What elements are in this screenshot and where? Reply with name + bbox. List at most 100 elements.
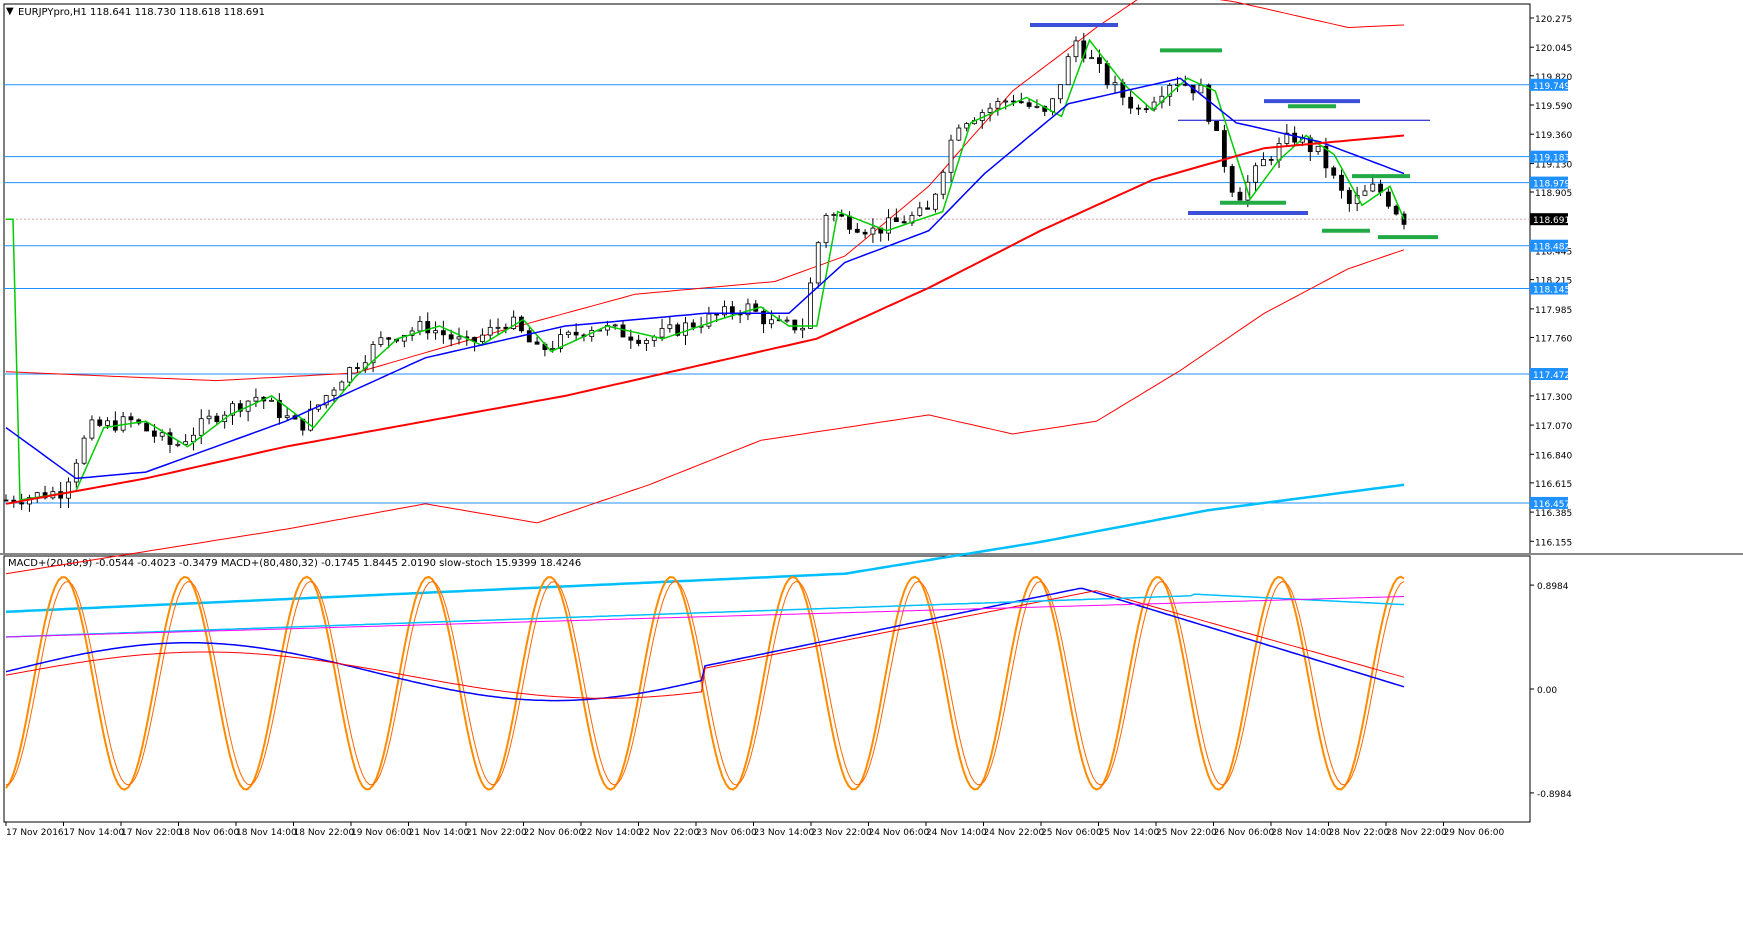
candlesticks: [3, 32, 1407, 512]
price-tick-label: 118.445: [1535, 247, 1572, 257]
bull-candle: [917, 207, 923, 216]
bear-candle: [893, 217, 899, 223]
bull-candle: [89, 419, 95, 439]
bear-candle: [714, 313, 720, 316]
bull-candle: [964, 123, 970, 129]
bull-candle: [558, 334, 563, 349]
level-price-label: 118.482: [1533, 243, 1570, 253]
level-price-label: 118.145: [1533, 286, 1570, 296]
time-tick-label: 25 Nov 06:00: [1041, 828, 1102, 838]
bear-candle: [839, 214, 845, 217]
current-price-label: 118.691: [1533, 216, 1570, 226]
bull-candle: [73, 462, 79, 483]
macd-fast-line: [5, 587, 1405, 702]
bull-candle: [768, 319, 774, 325]
bull-candle: [886, 217, 891, 234]
price-tick-label: 117.760: [1535, 334, 1572, 344]
bull-candle: [1089, 57, 1094, 60]
bull-candle: [1112, 82, 1118, 86]
bear-candle: [167, 432, 173, 445]
dropdown-arrow-icon[interactable]: ▼: [6, 6, 14, 17]
level-price-label: 116.457: [1533, 500, 1570, 510]
bull-candle: [948, 139, 954, 173]
bear-candle: [1221, 130, 1227, 167]
bear-candle: [425, 321, 431, 334]
bull-candle: [1003, 100, 1009, 103]
envelope-bands: [5, 0, 1405, 575]
bear-candle: [1331, 167, 1337, 176]
level-price-tag: [1530, 239, 1568, 252]
bull-candle: [1198, 84, 1204, 94]
bull-candle: [831, 214, 837, 216]
bull-candle: [644, 340, 649, 344]
bull-candle: [722, 306, 727, 316]
time-tick-label: 18 Nov 22:00: [294, 828, 355, 838]
bear-candle: [925, 207, 930, 210]
bull-candle: [1253, 165, 1259, 183]
bear-candle: [1323, 145, 1329, 169]
bear-candle: [620, 324, 626, 338]
bull-candle: [1065, 56, 1071, 86]
bear-candle: [97, 419, 103, 426]
main-panel-border: [3, 3, 1531, 555]
bear-candle: [1393, 205, 1399, 215]
time-tick-label: 24 Nov 06:00: [869, 828, 930, 838]
bear-candle: [761, 310, 766, 325]
time-tick-label: 18 Nov 14:00: [236, 828, 297, 838]
level-price-tag: [1530, 78, 1568, 91]
long-ma-line: [5, 483, 1405, 614]
price-axis: 120.275 120.045 119.820 119.590 119.360 119.1…: [1530, 15, 1572, 548]
price-tick-label: 119.130: [1535, 160, 1572, 170]
bull-candle: [815, 242, 821, 284]
price-tick-label: 119.820: [1535, 73, 1572, 83]
bear-candle: [690, 322, 696, 328]
bull-candle: [995, 101, 1001, 109]
price-tick-label: 118.905: [1535, 189, 1572, 199]
bear-candle: [847, 215, 852, 230]
bear-candle: [526, 330, 532, 343]
bull-candle: [1362, 190, 1368, 196]
indicator-tick-label: -0.8984: [1537, 790, 1572, 800]
bull-candle: [269, 399, 274, 402]
bear-candle: [1143, 108, 1149, 111]
bear-candle: [1018, 101, 1024, 104]
bear-candle: [792, 319, 798, 331]
bull-candle: [401, 334, 407, 342]
time-tick-label: 28 Nov 22:00: [1329, 828, 1390, 838]
bear-candle: [448, 334, 454, 340]
level-price-tag: [1530, 282, 1568, 295]
bull-candle: [66, 481, 71, 499]
bull-candle: [1261, 159, 1266, 167]
bull-candle: [1315, 145, 1321, 153]
bull-candle: [339, 381, 345, 391]
bear-candle: [862, 231, 868, 235]
price-tick-label: 119.590: [1535, 102, 1572, 112]
price-tick-label: 117.300: [1535, 393, 1572, 403]
bear-candle: [1268, 159, 1274, 161]
bull-candle: [808, 282, 813, 329]
bull-candle: [909, 214, 915, 224]
price-tick-label: 116.385: [1535, 509, 1572, 519]
green-ma-line: [6, 38, 1405, 501]
price-tick-label: 120.275: [1535, 15, 1572, 25]
macd-signal-line: [5, 590, 1405, 699]
bull-candle: [183, 441, 189, 445]
time-tick-label: 23 Nov 06:00: [696, 828, 757, 838]
horizontal-levels: [4, 84, 1530, 504]
bull-candle: [823, 215, 829, 244]
bull-candle: [370, 344, 376, 364]
bull-candle: [987, 107, 993, 113]
bull-candle: [105, 420, 110, 426]
bull-candle: [480, 334, 485, 342]
lower-envelope-line: [5, 249, 1405, 575]
bull-candle: [745, 303, 751, 316]
bear-candle: [1237, 191, 1243, 201]
bull-candle: [956, 127, 962, 141]
bear-candle: [1385, 191, 1391, 207]
bull-candle: [940, 171, 946, 195]
indicator-axis: 0.8984 0.00 -0.8984: [1530, 582, 1572, 800]
bull-candle: [659, 327, 665, 338]
time-tick-label: 17 Nov 2016: [6, 828, 64, 838]
